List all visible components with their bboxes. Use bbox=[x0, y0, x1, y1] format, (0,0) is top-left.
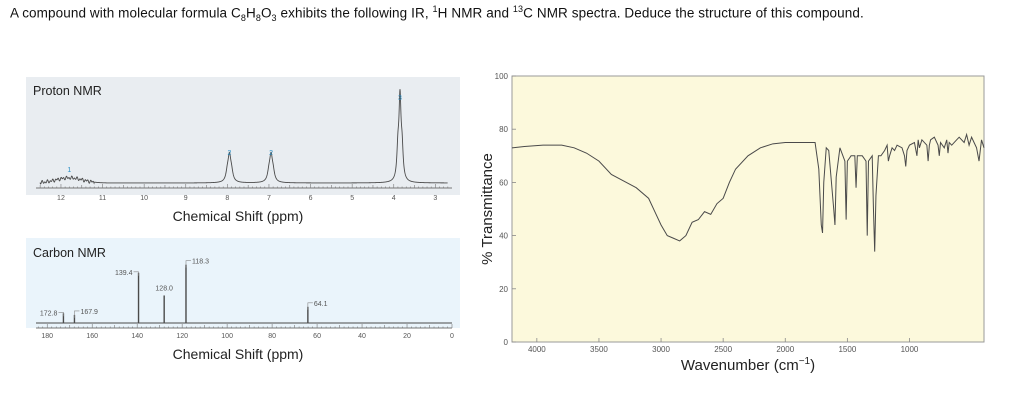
carbon-nmr-leader bbox=[133, 271, 139, 276]
proton-nmr-spectrum-line bbox=[39, 89, 448, 185]
ir-x-tick-label: 3500 bbox=[590, 345, 608, 354]
ir-chart: % Transmittance Wavenumber (cm−1) 0 20 40 6… bbox=[479, 72, 985, 374]
carbon-nmr-tick-label: 40 bbox=[358, 333, 366, 340]
carbon-nmr-peak-label: 128.0 bbox=[155, 285, 173, 292]
carbon-nmr-tick-label: 140 bbox=[131, 333, 143, 340]
proton-nmr-tick-label: 4 bbox=[392, 195, 396, 202]
carbon-nmr-leader bbox=[74, 310, 80, 318]
proton-nmr-background bbox=[26, 77, 460, 195]
carbon-nmr-leader bbox=[185, 260, 191, 268]
carbon-nmr-tick-label: 100 bbox=[221, 333, 233, 340]
proton-nmr-integration-label: 2 bbox=[227, 150, 231, 157]
carbon-nmr-tick-label: 20 bbox=[403, 333, 411, 340]
ir-plot-background bbox=[511, 75, 985, 343]
proton-nmr-tick-label: 3 bbox=[433, 195, 437, 202]
carbon-nmr-peak-label: 139.4 bbox=[115, 270, 133, 277]
carbon-nmr-tick-label: 180 bbox=[41, 333, 53, 340]
ir-ylabel: % Transmittance bbox=[479, 153, 496, 265]
proton-nmr-tick-label: 12 bbox=[57, 195, 65, 202]
carbon-nmr-peak-label: 118.3 bbox=[192, 259, 209, 266]
ir-x-tick-label: 3000 bbox=[652, 345, 670, 354]
ir-x-tick-label: 1000 bbox=[901, 345, 919, 354]
ir-spectrum-line bbox=[511, 132, 985, 252]
carbon-nmr-tick-label: 120 bbox=[176, 333, 188, 340]
carbon-nmr-background bbox=[26, 238, 460, 328]
carbon-nmr-xlabel: Chemical Shift (ppm) bbox=[173, 346, 304, 362]
ir-xlabel: Wavenumber (cm−1) bbox=[681, 356, 815, 374]
proton-nmr-xlabel: Chemical Shift (ppm) bbox=[173, 208, 304, 224]
proton-nmr-tick-label: 6 bbox=[309, 195, 313, 202]
proton-nmr-panel: Proton NMR Chemical Shift (ppm) 12 11 10 9 8… bbox=[26, 77, 460, 227]
ir-y-tick-label: 40 bbox=[499, 232, 508, 241]
proton-nmr-tick-label: 11 bbox=[99, 195, 106, 202]
ir-x-tick-label: 2500 bbox=[714, 345, 732, 354]
carbon-nmr-leader bbox=[307, 302, 313, 310]
proton-nmr-tick-label: 7 bbox=[267, 195, 271, 202]
carbon-nmr-peak-label: 64.1 bbox=[314, 301, 328, 308]
proton-nmr-tick-label: 5 bbox=[350, 195, 354, 202]
carbon-nmr-tick-label: 160 bbox=[86, 333, 98, 340]
carbon-nmr-chart: Carbon NMR Chemical Shift (ppm) 180 160 14… bbox=[26, 238, 460, 362]
carbon-nmr-tick-label: 60 bbox=[313, 333, 321, 340]
ir-y-tick-label: 100 bbox=[495, 72, 509, 81]
ir-x-tick-label: 1500 bbox=[838, 345, 856, 354]
proton-nmr-integration-label: 3 bbox=[398, 95, 402, 102]
carbon-nmr-panel: Carbon NMR Chemical Shift (ppm) 180 160 14… bbox=[26, 238, 460, 378]
ir-y-tick-label: 0 bbox=[504, 338, 509, 347]
ir-y-tick-label: 60 bbox=[499, 178, 508, 187]
carbon-nmr-tick-label: 80 bbox=[268, 333, 276, 340]
ir-x-tick-label: 2000 bbox=[776, 345, 794, 354]
ir-y-tick-label: 80 bbox=[499, 125, 508, 134]
carbon-nmr-leader bbox=[58, 311, 64, 317]
proton-nmr-tick-label: 10 bbox=[140, 195, 148, 202]
proton-nmr-chart: Proton NMR Chemical Shift (ppm) 12 11 10 9 8… bbox=[26, 77, 460, 224]
ir-y-tick-label: 20 bbox=[499, 285, 508, 294]
ir-panel: % Transmittance Wavenumber (cm−1) 0 20 40 6… bbox=[470, 66, 990, 386]
proton-nmr-tick-label: 9 bbox=[184, 195, 188, 202]
ir-x-tick-label: 4000 bbox=[528, 345, 546, 354]
question-text: A compound with molecular formula C8H8O3… bbox=[10, 4, 864, 24]
proton-nmr-integration-label: 2 bbox=[269, 150, 273, 157]
carbon-nmr-title: Carbon NMR bbox=[33, 246, 106, 260]
carbon-nmr-tick-label: 0 bbox=[450, 333, 454, 340]
proton-nmr-integration-label: 1 bbox=[67, 167, 71, 174]
proton-nmr-title: Proton NMR bbox=[33, 84, 102, 98]
carbon-nmr-peak-label: 172.8 bbox=[40, 310, 58, 317]
carbon-nmr-peak-label: 167.9 bbox=[80, 309, 98, 316]
proton-nmr-tick-label: 8 bbox=[225, 195, 229, 202]
